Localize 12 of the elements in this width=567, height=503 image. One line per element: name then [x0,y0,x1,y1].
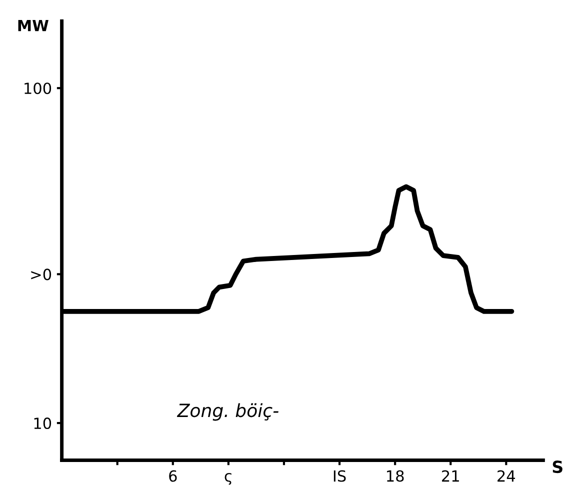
y-tick-label: 10 [34,417,52,430]
y-tick-label: 100 [24,82,52,94]
x-tick-label: 21 [442,470,459,482]
x-axis-title: S [552,460,562,474]
x-tick-label: 18 [387,470,404,482]
y-axis-title: MW [18,20,48,32]
x-tick-label: 6 [169,470,177,482]
x-tick-label: ς [224,472,232,485]
y-tick-label: >0 [31,268,52,280]
annotation: Zong. böiç- [176,403,278,421]
x-tick-label: 24 [498,470,516,482]
x-tick-label: IS [334,470,346,482]
